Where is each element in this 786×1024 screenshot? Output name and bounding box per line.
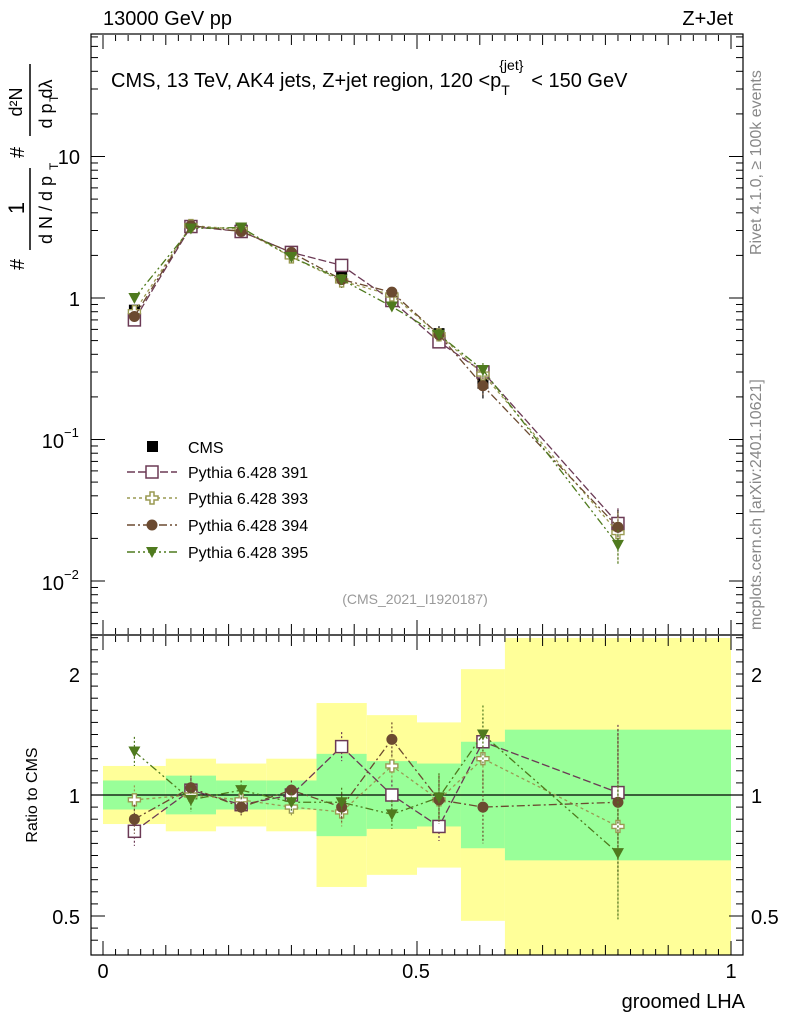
legend: CMS Pythia 6.428 391 Pythia 6.428 393 Py…: [127, 440, 308, 562]
ratio-series-p395: [128, 705, 624, 921]
y-label-num2: d²N: [6, 87, 26, 116]
y-label-hash-2: #: [7, 146, 29, 158]
main-line-p393: [133, 224, 619, 533]
main-point-p394-8: [612, 521, 624, 533]
ratio-y-tick-1-right: 1: [751, 786, 762, 808]
ratio-point-p395-8: [611, 848, 624, 860]
ratio-point-p393-5: [385, 759, 399, 773]
ratio-point-p395-5: [385, 809, 398, 821]
main-point-p395-3: [285, 251, 298, 263]
y-tick-label-0-1-exp: −1: [64, 425, 79, 440]
mcplots-text: mcplots.cern.ch [arXiv:2401.10621]: [748, 379, 765, 630]
ratio-point-p395-0: [128, 746, 141, 758]
legend-label-391: Pythia 6.428 391: [188, 465, 308, 482]
y-label-denom2: d p dλ: [36, 79, 56, 128]
ratio-y-tick-0-5-left: 0.5: [52, 907, 80, 929]
rivet-version-text: Rivet 4.1.0, ≥ 100k events: [748, 70, 765, 255]
y-label-one: 1: [4, 202, 29, 214]
main-point-p394-7: [477, 380, 489, 392]
plot-title-sup: {jet}: [499, 57, 523, 73]
y-tick-label-0-1: 10: [42, 431, 64, 453]
main-point-p395-4: [335, 274, 348, 286]
ratio-point-p394-0: [128, 813, 140, 825]
plot-title-end: < 150 GeV: [531, 70, 628, 92]
main-point-p395-1: [184, 223, 197, 235]
main-point-p395-7: [476, 364, 489, 376]
legend-marker-cms: [147, 441, 158, 452]
y-tick-label-0-01: 10: [42, 573, 64, 595]
plot-title-sub: T: [501, 82, 510, 98]
x-tick-label-0-5: 0.5: [402, 961, 430, 983]
ratio-y-tick-2-right: 2: [751, 665, 762, 687]
ratio-y-axis-label: Ratio to CMS: [24, 747, 41, 842]
legend-label-cms: CMS: [188, 440, 224, 457]
plot-frames: [90, 33, 744, 956]
ratio-point-p391-0: [127, 824, 142, 839]
y-tick-label-1: 1: [69, 289, 80, 311]
y-tick-label-10: 10: [58, 147, 80, 169]
legend-marker-395: [146, 547, 158, 558]
y-label-denom1: d N / d p: [36, 176, 56, 244]
y-tick-label-0-01-exp: −2: [64, 567, 79, 582]
x-axis-label: groomed LHA: [622, 991, 746, 1013]
main-point-p395-0: [128, 293, 141, 304]
plot-title: CMS, 13 TeV, AK4 jets, Z+jet region, 120…: [111, 57, 628, 98]
main-point-p394-5: [386, 286, 398, 298]
main-point-p394-0: [128, 311, 140, 323]
ratio-series-layer: [127, 705, 625, 921]
ratio-y-tick-1-left: 1: [69, 786, 80, 808]
plot-title-main: CMS, 13 TeV, AK4 jets, Z+jet region, 120…: [111, 70, 501, 92]
ratio-point-p394-2: [235, 801, 247, 813]
ratio-point-p394-3: [285, 784, 297, 796]
main-series-p395: [128, 222, 624, 566]
x-tick-label-1: 1: [725, 961, 736, 983]
y-label-denom1-sub: T: [47, 162, 61, 170]
ratio-point-p395-7: [476, 729, 489, 741]
y-label-hash-1: #: [7, 258, 29, 270]
ratio-y-tick-0-5-right: 0.5: [751, 907, 779, 929]
main-point-p395-6: [432, 329, 445, 341]
ratio-point-p394-7: [477, 801, 489, 813]
main-point-p395-2: [235, 222, 248, 234]
main-point-p395-5: [385, 301, 398, 313]
legend-label-393: Pythia 6.428 393: [188, 491, 308, 508]
header-left: 13000 GeV pp: [103, 8, 232, 30]
header-right: Z+Jet: [682, 8, 733, 30]
ratio-point-p391-4: [334, 739, 349, 754]
ratio-point-p391-6: [432, 819, 446, 834]
legend-label-395: Pythia 6.428 395: [188, 545, 308, 562]
ratio-point-p395-2: [235, 785, 248, 797]
main-series-p393: [127, 218, 625, 562]
legend-marker-393: [145, 491, 159, 505]
y-label-denom2-sub: T: [47, 94, 61, 102]
ratio-point-p394-5: [386, 733, 398, 745]
ratio-y-tick-2-left: 2: [69, 665, 80, 687]
legend-marker-394: [146, 519, 158, 531]
ratio-point-p395-4: [335, 797, 348, 809]
main-y-axis-label: # 1 d N / d p T # d²N d p dλ T: [4, 64, 61, 270]
ratio-point-p393-0: [127, 793, 142, 807]
legend-label-394: Pythia 6.428 394: [188, 518, 308, 535]
main-point-p395-8: [611, 539, 624, 551]
legend-marker-391: [145, 465, 159, 479]
ratio-point-p395-1: [184, 794, 197, 806]
main-series-layer: [127, 218, 625, 566]
x-tick-label-0: 0: [97, 961, 108, 983]
ratio-point-p395-3: [285, 797, 298, 809]
analysis-reference: (CMS_2021_I1920187): [342, 591, 488, 607]
main-point-p391-4: [334, 258, 349, 273]
ratio-point-p395-6: [432, 792, 445, 804]
ratio-point-p391-5: [385, 788, 399, 802]
